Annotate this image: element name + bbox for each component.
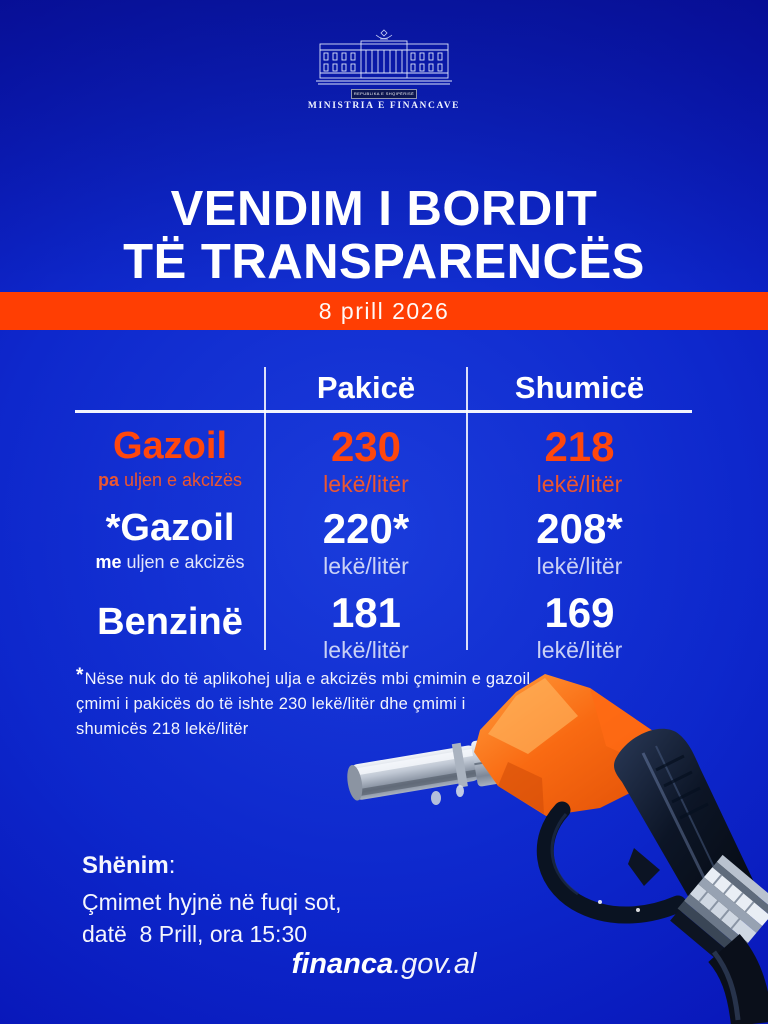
wholesale-price: 208* — [536, 505, 623, 552]
product-subtitle-bold: me — [95, 552, 122, 572]
note-heading-colon: : — [168, 852, 176, 879]
retail-price: 230 — [330, 423, 402, 470]
footer-brand-bold: financa — [291, 948, 394, 980]
poster-title: VENDIM I BORDIT TË TRANSPARENCËS — [0, 183, 768, 289]
title-line-1: VENDIM I BORDIT — [170, 182, 598, 236]
note-heading-text: Shënim — [82, 852, 169, 879]
wholesale-price-cell: 169 lekë/litër — [467, 590, 692, 664]
product-name: Gazoil — [112, 425, 228, 467]
product-subtitle: me uljen e akcizës — [75, 550, 265, 574]
product-name: Benzinë — [97, 601, 243, 643]
price-unit: lekë/litër — [323, 637, 409, 663]
product-subtitle: pa uljen e akcizës — [75, 468, 265, 492]
ministry-logo: REPUBLIKA E SHQIPËRISË MINISTRIA E FINAN… — [0, 28, 768, 111]
retail-price: 181 — [330, 589, 402, 636]
retail-price-cell: 220* lekë/litër — [265, 506, 467, 580]
product-cell: Gazoil pa uljen e akcizës — [75, 424, 265, 492]
product-subtitle-rest: uljen e akcizës — [118, 470, 243, 490]
note-line: Çmimet hyjnë në fuqi sot, — [82, 889, 342, 915]
wholesale-price-cell: 208* lekë/litër — [467, 506, 692, 580]
product-subtitle-bold: pa — [97, 470, 119, 490]
ministry-building-icon — [316, 29, 452, 85]
price-unit: lekë/litër — [323, 471, 409, 497]
product-cell: *Gazoil me uljen e akcizës — [75, 506, 265, 574]
price-unit: lekë/litër — [536, 637, 623, 663]
footnote: *Nëse nuk do të aplikohej ulja e akcizës… — [76, 665, 566, 742]
product-cell: Benzinë — [75, 590, 265, 644]
republic-badge: REPUBLIKA E SHQIPËRISË — [351, 89, 417, 99]
product-name: *Gazoil — [105, 507, 235, 549]
price-unit: lekë/litër — [323, 553, 409, 579]
retail-price-cell: 230 lekë/litër — [265, 424, 467, 498]
table-divider-left — [264, 367, 266, 650]
footnote-asterisk: * — [76, 665, 84, 686]
title-line-2: TË TRANSPARENCËS — [123, 235, 645, 289]
column-header-pakice: Pakicë — [316, 370, 416, 405]
footnote-line: *Nëse nuk do të aplikohej ulja e akcizës… — [76, 665, 566, 692]
footnote-line: çmimi i pakicës do të ishte 230 lekë/lit… — [76, 695, 466, 713]
table-header-rule — [75, 410, 692, 413]
footnote-line: shumicës 218 lekë/litër — [76, 720, 249, 738]
footnote-text: Nëse nuk do të aplikohej ulja e akcizës … — [84, 670, 535, 688]
site-footer: financa.gov.al — [0, 948, 768, 981]
wholesale-price: 169 — [544, 589, 615, 636]
fuel-nozzle-image — [347, 674, 768, 1024]
price-unit: lekë/litër — [536, 553, 623, 579]
wholesale-price: 218 — [544, 423, 615, 470]
column-header-shumice: Shumicë — [514, 370, 645, 405]
date-text: 8 prill 2026 — [318, 297, 450, 324]
table-divider-right — [466, 367, 468, 650]
note-line: datë 8 Prill, ora 15:30 — [82, 921, 308, 947]
republic-label: REPUBLIKA E SHQIPËRISË — [353, 91, 415, 96]
retail-price: 220* — [322, 505, 410, 552]
price-unit: lekë/litër — [536, 471, 623, 497]
wholesale-price-cell: 218 lekë/litër — [467, 424, 692, 498]
footer-brand-rest: .gov.al — [393, 948, 477, 980]
date-banner: 8 prill 2026 — [0, 292, 768, 330]
note-heading: Shënim: — [82, 850, 342, 882]
product-subtitle-rest: uljen e akcizës — [121, 552, 245, 572]
retail-price-cell: 181 lekë/litër — [265, 590, 467, 664]
note-block: Shënim: Çmimet hyjnë në fuqi sot, datë 8… — [82, 850, 342, 950]
ministry-name: MINISTRIA E FINANCAVE — [307, 101, 461, 111]
